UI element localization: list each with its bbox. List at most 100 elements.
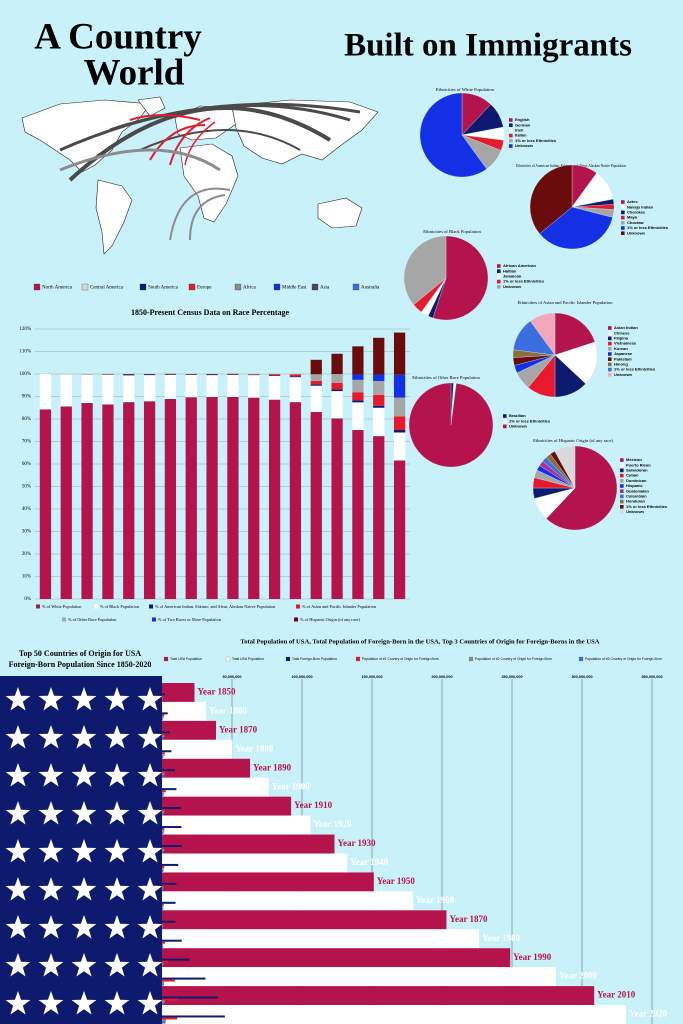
bar-segment (248, 375, 260, 398)
sub-bar (162, 846, 165, 849)
y-tick-label: 50% (22, 485, 31, 490)
map-legend-label: North America (42, 286, 73, 291)
sub-bar (162, 882, 177, 885)
flag (0, 676, 163, 1024)
pie-legend-label: Vietnamese (614, 341, 637, 346)
sub-bar (162, 830, 165, 833)
bar-segment (373, 405, 385, 408)
sub-bar (162, 735, 165, 738)
sub-bar (162, 977, 206, 980)
sub-bar (162, 699, 163, 702)
pie-legend-swatch (509, 128, 513, 133)
sub-bar (162, 750, 172, 753)
star (104, 763, 130, 787)
bar-segment (289, 376, 302, 378)
year-label: Year 1910 (294, 800, 333, 810)
y-tick-label: 110% (20, 350, 31, 355)
bar-segment (352, 392, 364, 401)
sub-bar (162, 920, 176, 923)
bar-segment (393, 416, 406, 431)
year-label: Year 1980 (482, 933, 521, 943)
total-bar (162, 853, 348, 873)
year-label: Year 2010 (597, 990, 636, 1000)
map-legend-label: South America (148, 286, 179, 291)
star (38, 763, 64, 787)
pie-legend-swatch (621, 205, 625, 209)
sub-bar (162, 832, 164, 835)
bar-segment (143, 375, 156, 402)
bar-segment (393, 332, 406, 375)
pie-legend-swatch (620, 489, 624, 493)
sub-bar (162, 943, 164, 946)
pie-legend-swatch (621, 200, 625, 204)
legend-swatch (94, 604, 98, 609)
pie-legend-swatch (621, 210, 625, 215)
sub-bar (162, 926, 164, 929)
pie-legend-label: German (515, 122, 531, 127)
total-bar (162, 872, 374, 892)
total-bar (162, 891, 414, 911)
y-tick-label: 40% (22, 507, 31, 512)
sub-bar (162, 697, 163, 700)
bar-segment (331, 374, 343, 383)
pie-legend-label: English (515, 117, 530, 122)
sub-bar (162, 865, 165, 868)
bar-segment (373, 407, 385, 437)
legend-label: % of American Indian, Eskimo, and Aleut,… (155, 604, 276, 610)
sub-bar (162, 813, 164, 816)
x-tick-label: 50,000,000 (222, 675, 241, 679)
pie-legend-swatch (509, 139, 513, 143)
pie-legend-swatch (608, 362, 612, 367)
total-bar (162, 777, 269, 797)
sub-bar (162, 998, 179, 1001)
map-legend-label: Australia (361, 286, 380, 291)
legend-label: Population of #3 Country of Origin for F… (585, 657, 662, 661)
star (137, 801, 163, 825)
pie-legend-swatch (608, 331, 612, 335)
bar-segment (268, 375, 281, 377)
pie-legend-label: Japanese (614, 351, 633, 356)
sub-bar (162, 737, 164, 740)
y-tick-label: 90% (22, 395, 31, 400)
arc (169, 117, 211, 166)
star (5, 687, 31, 711)
year-label: Year 1960 (416, 895, 455, 905)
y-tick-label: 120% (19, 327, 31, 332)
bar-segment (268, 374, 281, 376)
star (71, 801, 97, 825)
pie-legend-label: Filipino (614, 335, 629, 340)
bar-segment (123, 375, 135, 403)
sub-bar (162, 996, 218, 999)
bar-segment (248, 397, 260, 599)
sub-bar (162, 869, 164, 872)
pie-legend-swatch (497, 285, 501, 289)
bar-segment (185, 397, 197, 599)
legend-label: Population of #2 Country of Origin for F… (475, 657, 552, 661)
pie-legend-swatch (620, 494, 624, 499)
star (137, 877, 163, 901)
bar-segment (39, 409, 52, 599)
legend-label: % of Black Population (100, 604, 140, 609)
total-bar (162, 1005, 626, 1024)
pie-legend-label: 1% or less Ethnicities (614, 367, 656, 372)
sub-bar (162, 809, 166, 812)
total-bar (162, 815, 311, 835)
star (137, 953, 163, 977)
legend-label: % of Asian and Pacific Islander Populati… (302, 604, 377, 609)
pie-legend-label: Jamaican (503, 273, 522, 278)
year-label: Year 1850 (197, 687, 236, 697)
pie-legend-label: Choctaw (627, 220, 645, 225)
map-legend-swatch (234, 283, 242, 291)
arc (129, 114, 201, 121)
bar-segment (352, 400, 364, 403)
legend-swatch (355, 656, 361, 662)
bar-segment (373, 380, 385, 395)
bar-segment (352, 402, 364, 431)
pie-legend-swatch (509, 133, 513, 138)
sub-bar (162, 888, 164, 891)
sub-bar (162, 792, 165, 795)
title-left-1: A Country (34, 16, 202, 57)
pie-legend-label: Mexican (626, 457, 642, 462)
sub-bar (162, 844, 182, 847)
